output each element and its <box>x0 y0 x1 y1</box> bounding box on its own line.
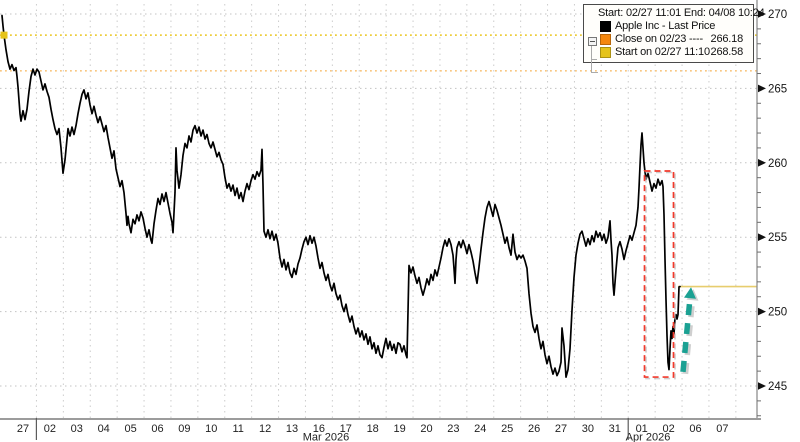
y-tick-arrow-icon <box>758 307 766 316</box>
x-tick-label: 06 <box>689 423 701 435</box>
x-tick-label: 25 <box>501 423 513 435</box>
y-tick-arrow-icon <box>758 382 766 390</box>
legend-item-value: 266.18 <box>710 33 744 45</box>
y-tick-label: 270 <box>768 9 787 21</box>
legend-item-close[interactable]: Close on 02/23 ---- 266.18 <box>587 33 749 46</box>
legend-item-start[interactable]: Start on 02/27 11:10 268.58 <box>587 46 749 59</box>
y-tick-label: 260 <box>768 158 787 170</box>
x-tick-label: 03 <box>71 423 83 435</box>
y-tick-arrow-icon <box>758 159 766 167</box>
x-tick-label: 01 <box>636 423 648 435</box>
start-marker-icon <box>0 31 8 39</box>
x-tick-label: 11 <box>232 423 243 435</box>
y-tick-arrow-icon <box>758 233 766 241</box>
up-arrow-head-icon <box>684 287 696 299</box>
y-tick-label: 245 <box>768 381 787 393</box>
legend-time-range: Start: 02/27 11:01 End: 04/08 10:24 <box>598 7 765 19</box>
y-tick-label: 255 <box>768 232 787 244</box>
month-label: Apr 2026 <box>626 432 671 442</box>
x-tick-label: 04 <box>98 423 110 435</box>
y-tick-arrow-icon <box>758 84 766 93</box>
legend-item-label: Apple Inc - Last Price <box>615 20 716 32</box>
x-tick-label: 31 <box>609 423 621 435</box>
x-tick-label: 10 <box>205 423 217 435</box>
x-tick-label: 27 <box>17 423 29 435</box>
x-tick-label: 23 <box>447 423 459 435</box>
x-tick-label: 13 <box>286 423 298 435</box>
price-line <box>1 14 681 378</box>
x-tick-label: 20 <box>420 423 432 435</box>
up-arrow-icon <box>680 297 693 373</box>
legend-item-label: Start on 02/27 11:10 <box>615 46 710 58</box>
x-tick-label: 17 <box>340 423 352 435</box>
chart-legend[interactable]: Start: 02/27 11:01 End: 04/08 10:24 Appl… <box>583 4 765 73</box>
x-tick-label: 16 <box>313 423 325 435</box>
x-tick-label: 26 <box>528 423 540 435</box>
y-tick-arrow-icon <box>758 10 766 18</box>
close-swatch-icon <box>600 34 611 45</box>
month-label: Mar 2026 <box>303 432 349 442</box>
legend-item-label: Close on 02/23 ---- <box>615 33 703 45</box>
legend-item-value: 268.58 <box>710 46 744 58</box>
series-swatch-icon <box>600 21 611 32</box>
legend-item-last-price[interactable]: Apple Inc - Last Price <box>587 20 749 33</box>
highlight-box <box>643 170 675 378</box>
x-tick-label: 02 <box>662 423 674 435</box>
x-tick-label: 07 <box>716 423 728 435</box>
x-tick-label: 19 <box>393 423 405 435</box>
x-tick-label: 30 <box>582 423 594 435</box>
x-tick-label: 24 <box>474 423 486 435</box>
x-tick-label: 27 <box>555 423 567 435</box>
x-tick-label: 18 <box>367 423 379 435</box>
x-tick-label: 09 <box>178 423 190 435</box>
x-tick-label: 06 <box>151 423 163 435</box>
x-tick-label: 02 <box>44 423 56 435</box>
y-tick-label: 250 <box>768 307 787 319</box>
start-swatch-icon <box>600 47 611 58</box>
highlight-box-shadow <box>645 171 676 380</box>
x-tick-label: 12 <box>259 423 271 435</box>
x-tick-label: 05 <box>124 423 136 435</box>
y-tick-label: 265 <box>768 83 787 95</box>
